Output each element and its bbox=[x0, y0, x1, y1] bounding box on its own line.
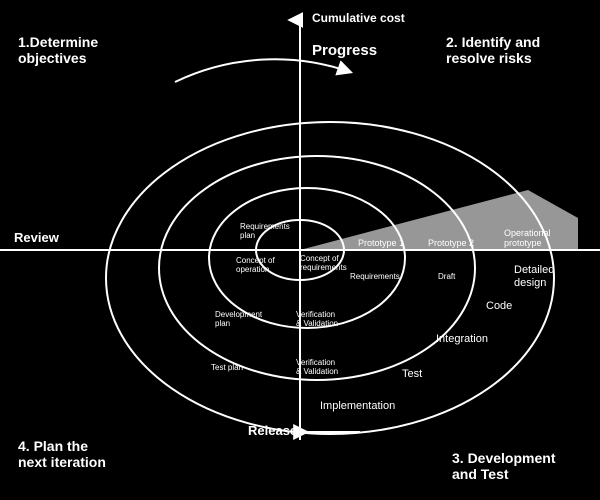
spiral-rings bbox=[106, 122, 554, 434]
quadrant-3-label: 3. Development and Test bbox=[452, 450, 555, 482]
stage-requirements: Requirements bbox=[350, 272, 400, 281]
stage-concept_requirements: Concept of requirements bbox=[300, 254, 347, 272]
stage-prototype2: Prototype 2 bbox=[428, 238, 474, 248]
stage-development_plan: Development plan bbox=[215, 310, 262, 328]
cumulative-cost-label: Cumulative cost bbox=[312, 12, 405, 26]
stage-draft: Draft bbox=[438, 272, 455, 281]
stage-detailed_design: Detailed design bbox=[514, 264, 554, 289]
stage-verification1: Verification & Validation bbox=[296, 310, 338, 328]
stage-operational_prototype: Operational prototype bbox=[504, 228, 551, 249]
stage-concept_operation: Concept of operation bbox=[236, 256, 275, 274]
stage-verification2: Verification & Validation bbox=[296, 358, 338, 376]
stage-implementation: Implementation bbox=[320, 400, 395, 413]
progress-label: Progress bbox=[312, 42, 377, 59]
stage-test: Test bbox=[402, 368, 422, 381]
stage-integration: Integration bbox=[436, 333, 488, 346]
release-label: Release bbox=[248, 424, 297, 439]
spiral-svg bbox=[0, 0, 600, 500]
spiral-model-diagram: 1.Determine objectives 2. Identify and r… bbox=[0, 0, 600, 500]
stage-test_plan: Test plan bbox=[211, 363, 243, 372]
stage-prototype1: Prototype 1 bbox=[358, 238, 404, 248]
quadrant-1-label: 1.Determine objectives bbox=[18, 34, 98, 66]
quadrant-2-label: 2. Identify and resolve risks bbox=[446, 34, 540, 66]
stage-code: Code bbox=[486, 300, 512, 313]
progress-arrow bbox=[175, 59, 350, 82]
stage-requirements_plan: Requirements plan bbox=[240, 222, 290, 240]
quadrant-4-label: 4. Plan the next iteration bbox=[18, 438, 106, 470]
review-label: Review bbox=[14, 231, 59, 246]
